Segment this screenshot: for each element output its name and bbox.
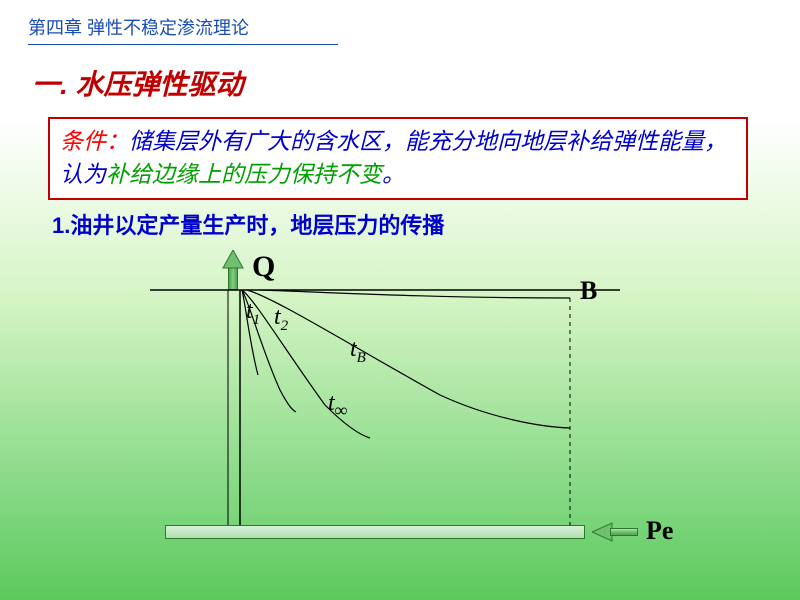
- pressure-diagram: Q B t1 t2 tB t∞ Pe: [120, 250, 680, 580]
- subtitle: 1.油井以定产量生产时，地层压力的传播: [0, 200, 800, 240]
- t2-label: t2: [274, 304, 288, 335]
- condition-box: 条件：储集层外有广大的含水区，能充分地向地层补给弹性能量，认为补给边缘上的压力保…: [48, 117, 748, 200]
- tinf-label: t∞: [328, 390, 348, 421]
- tB-label: tB: [350, 336, 366, 367]
- pe-arrow-body: [610, 528, 638, 536]
- condition-text-2: 。: [382, 162, 405, 187]
- chapter-header: 第四章 弹性不稳定渗流理论: [0, 0, 800, 40]
- section-title: 一. 水压弹性驱动: [0, 45, 800, 103]
- reservoir-bar: [165, 525, 585, 539]
- t1-label: t1: [246, 298, 260, 329]
- b-label: B: [580, 276, 597, 306]
- pe-label: Pe: [646, 516, 673, 546]
- condition-text-green: 补给边缘上的压力保持不变: [106, 162, 382, 187]
- condition-label: 条件：: [60, 129, 129, 154]
